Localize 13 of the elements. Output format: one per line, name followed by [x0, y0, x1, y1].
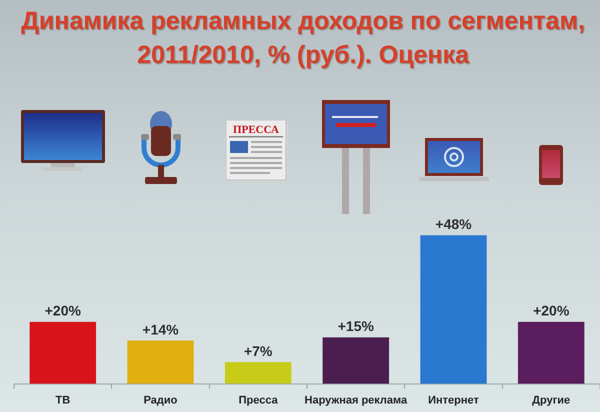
x-tick-label: Наружная реклама	[304, 394, 408, 406]
data-label: +14%	[142, 321, 180, 338]
data-label: +7%	[244, 342, 273, 359]
data-label: +48%	[435, 216, 472, 232]
x-tick-label: Радио	[144, 394, 178, 406]
x-tick-label: Пресса	[238, 394, 279, 406]
data-label: +15%	[338, 318, 374, 334]
x-tick-label: Интернет	[428, 394, 480, 406]
data-label: +20%	[44, 302, 82, 319]
x-tick-label: ТВ	[55, 394, 70, 406]
data-label: +20%	[533, 302, 570, 319]
x-tick-label: Другие	[532, 394, 570, 406]
chart-title: Динамика рекламных доходов по сегментам, 2011/2010, % (руб.). Оценка	[20, 6, 586, 71]
